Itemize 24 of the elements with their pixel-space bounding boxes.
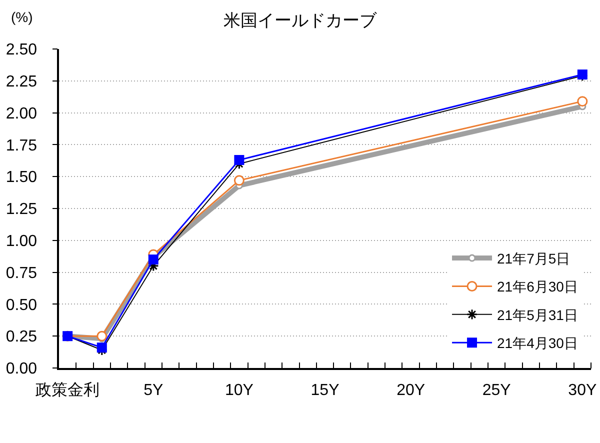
y-tick-label: 2.25 — [6, 74, 38, 90]
y-tick-label: 2.00 — [6, 105, 38, 122]
legend-label: 21年6月30日 — [497, 278, 578, 295]
legend-label: 21年7月5日 — [497, 250, 570, 266]
y-tick-label: 2.50 — [6, 42, 38, 59]
y-tick-label: 1.00 — [6, 233, 38, 250]
x-tick-label: 5Y — [144, 382, 164, 399]
y-tick-label: 0.00 — [6, 360, 38, 378]
y-tick-label: 0.25 — [6, 328, 38, 346]
legend-label: 21年5月31日 — [497, 306, 578, 323]
y-tick-label: 1.25 — [6, 201, 38, 218]
x-tick-label: 10Y — [224, 382, 254, 399]
y-tick-label: 1.50 — [6, 169, 38, 186]
y-tick-label: 1.75 — [6, 137, 38, 154]
legend-label: 21年4月30日 — [497, 335, 578, 352]
y-tick-label: 0.50 — [6, 296, 38, 314]
y-tick-label: 0.75 — [6, 264, 38, 282]
x-tick-label: 政策金利 — [36, 380, 100, 399]
x-tick-label: 25Y — [482, 382, 512, 399]
x-tick-label: 30Y — [568, 382, 597, 399]
chart-title: 米国イールドカーブ — [224, 10, 378, 30]
x-tick-label: 15Y — [310, 382, 340, 399]
y-axis-title: (%) — [11, 9, 33, 25]
x-tick-label: 20Y — [396, 382, 426, 399]
